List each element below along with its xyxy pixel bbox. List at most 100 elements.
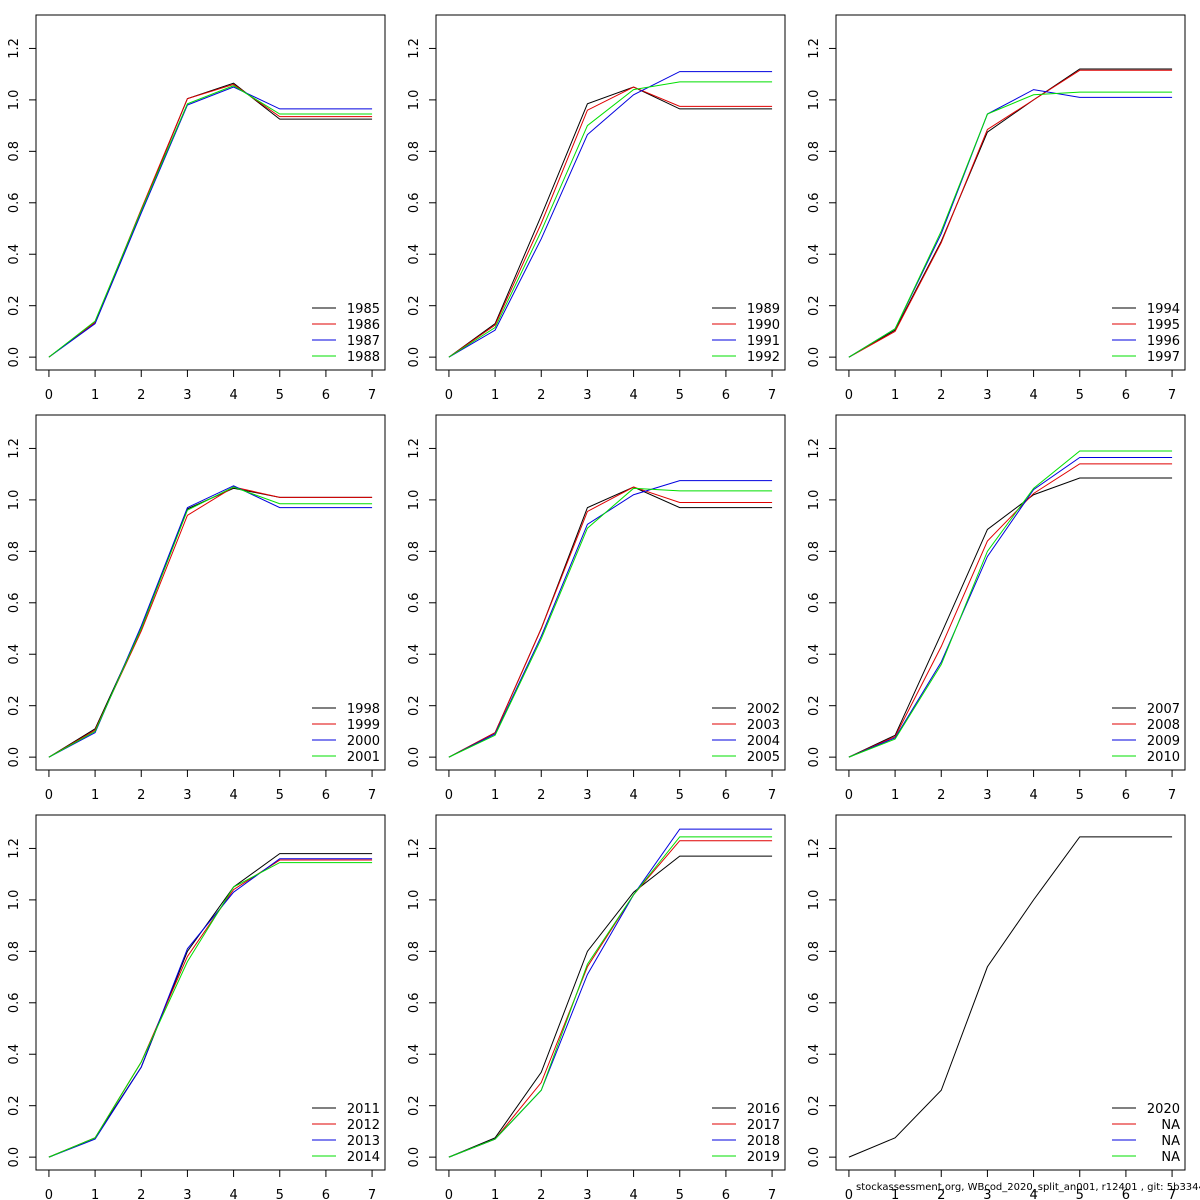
x-tick-label: 6 xyxy=(722,1188,730,1200)
x-tick-label: 0 xyxy=(845,1188,853,1200)
x-tick-label: 1 xyxy=(91,1188,99,1200)
y-tick-label: 0.2 xyxy=(407,295,422,316)
y-tick-label: 1.2 xyxy=(7,438,22,459)
x-tick-label: 5 xyxy=(676,388,684,403)
x-tick-label: 5 xyxy=(1076,388,1084,403)
legend-label: 2018 xyxy=(747,1134,780,1149)
series-line xyxy=(48,853,373,1158)
x-tick-label: 2 xyxy=(937,388,945,403)
y-tick-label: 0.6 xyxy=(7,592,22,613)
y-tick-label: 0.2 xyxy=(407,695,422,716)
legend-label: 2008 xyxy=(1147,718,1180,733)
legend-label: 2020 xyxy=(1147,1102,1180,1117)
series-line xyxy=(448,480,773,758)
y-tick-label: 0.8 xyxy=(407,141,422,162)
y-tick-label: 0.0 xyxy=(7,347,22,368)
series-line xyxy=(48,86,373,358)
x-tick-label: 4 xyxy=(1029,788,1037,803)
y-tick-label: 1.0 xyxy=(407,490,422,511)
legend-label: 1990 xyxy=(747,318,780,333)
series-line xyxy=(448,86,773,358)
series-line xyxy=(848,89,1173,358)
legend-label: 2017 xyxy=(747,1118,780,1133)
legend-label: 2007 xyxy=(1147,702,1180,717)
y-tick-label: 0.0 xyxy=(807,1147,822,1168)
legend-label: 1998 xyxy=(347,702,380,717)
series-line xyxy=(48,486,373,758)
y-tick-label: 0.8 xyxy=(407,541,422,562)
plot-frame xyxy=(35,414,386,771)
plot-frame xyxy=(835,414,1186,771)
y-tick-label: 0.2 xyxy=(407,1095,422,1116)
y-tick-label: 1.2 xyxy=(7,838,22,859)
x-tick-label: 1 xyxy=(91,388,99,403)
y-tick-label: 0.4 xyxy=(407,244,422,265)
x-tick-label: 2 xyxy=(137,1188,145,1200)
y-tick-label: 0.8 xyxy=(7,141,22,162)
x-tick-label: 4 xyxy=(229,1188,237,1200)
x-tick-label: 1 xyxy=(491,388,499,403)
legend-label: 2016 xyxy=(747,1102,780,1117)
x-tick-label: 0 xyxy=(445,388,453,403)
y-tick-label: 1.2 xyxy=(407,838,422,859)
y-tick-label: 0.4 xyxy=(407,1044,422,1065)
x-tick-label: 7 xyxy=(768,388,776,403)
legend-label: 1985 xyxy=(347,302,380,317)
legend-label: 2012 xyxy=(347,1118,380,1133)
y-tick-label: 0.6 xyxy=(407,592,422,613)
legend-label: 2014 xyxy=(347,1150,380,1165)
legend-label: 2004 xyxy=(747,734,780,749)
y-tick-label: 0.6 xyxy=(807,992,822,1013)
series-line xyxy=(448,840,773,1158)
y-tick-label: 0.8 xyxy=(807,541,822,562)
x-tick-label: 3 xyxy=(983,388,991,403)
y-tick-label: 1.2 xyxy=(807,438,822,459)
series-line xyxy=(848,456,1173,758)
x-tick-label: 4 xyxy=(1029,1188,1037,1200)
y-tick-label: 1.0 xyxy=(7,90,22,111)
x-tick-label: 7 xyxy=(368,1188,376,1200)
x-tick-label: 3 xyxy=(583,388,591,403)
y-tick-label: 0.0 xyxy=(7,1147,22,1168)
footnote: stockassessment.org, WBcod_2020_split_an… xyxy=(856,1182,1200,1193)
plot-frame xyxy=(435,814,786,1171)
legend-label: 1992 xyxy=(747,350,780,365)
x-tick-label: 7 xyxy=(1168,788,1176,803)
legend-label: 2011 xyxy=(347,1102,380,1117)
y-tick-label: 1.0 xyxy=(407,890,422,911)
y-tick-label: 0.4 xyxy=(807,244,822,265)
y-tick-label: 0.2 xyxy=(7,295,22,316)
legend-label: 2013 xyxy=(347,1134,380,1149)
legend-label: 1987 xyxy=(347,334,380,349)
x-tick-label: 4 xyxy=(1029,388,1037,403)
y-tick-label: 1.2 xyxy=(7,38,22,59)
series-line xyxy=(848,69,1173,358)
plot-frame xyxy=(435,14,786,371)
legend-label: 1999 xyxy=(347,718,380,733)
y-tick-label: 0.6 xyxy=(807,592,822,613)
y-tick-label: 0.6 xyxy=(7,992,22,1013)
y-tick-label: 0.4 xyxy=(7,1044,22,1065)
x-tick-label: 1 xyxy=(891,388,899,403)
plot-frame xyxy=(35,14,386,371)
x-tick-label: 5 xyxy=(1076,788,1084,803)
series-line xyxy=(48,487,373,758)
y-tick-label: 0.0 xyxy=(407,347,422,368)
series-line xyxy=(448,86,773,358)
y-tick-label: 0.4 xyxy=(807,644,822,665)
y-tick-label: 1.0 xyxy=(7,490,22,511)
series-line xyxy=(848,68,1173,358)
x-tick-label: 1 xyxy=(491,1188,499,1200)
x-tick-label: 7 xyxy=(1168,388,1176,403)
legend-label: 1997 xyxy=(1147,350,1180,365)
legend-label: 1986 xyxy=(347,318,380,333)
legend-label: 1996 xyxy=(1147,334,1180,349)
series-line xyxy=(848,836,1173,1158)
x-tick-label: 1 xyxy=(491,788,499,803)
y-tick-label: 1.2 xyxy=(807,38,822,59)
x-tick-label: 0 xyxy=(445,1188,453,1200)
series-line xyxy=(848,91,1173,358)
y-tick-label: 0.4 xyxy=(807,1044,822,1065)
y-tick-label: 1.2 xyxy=(407,438,422,459)
